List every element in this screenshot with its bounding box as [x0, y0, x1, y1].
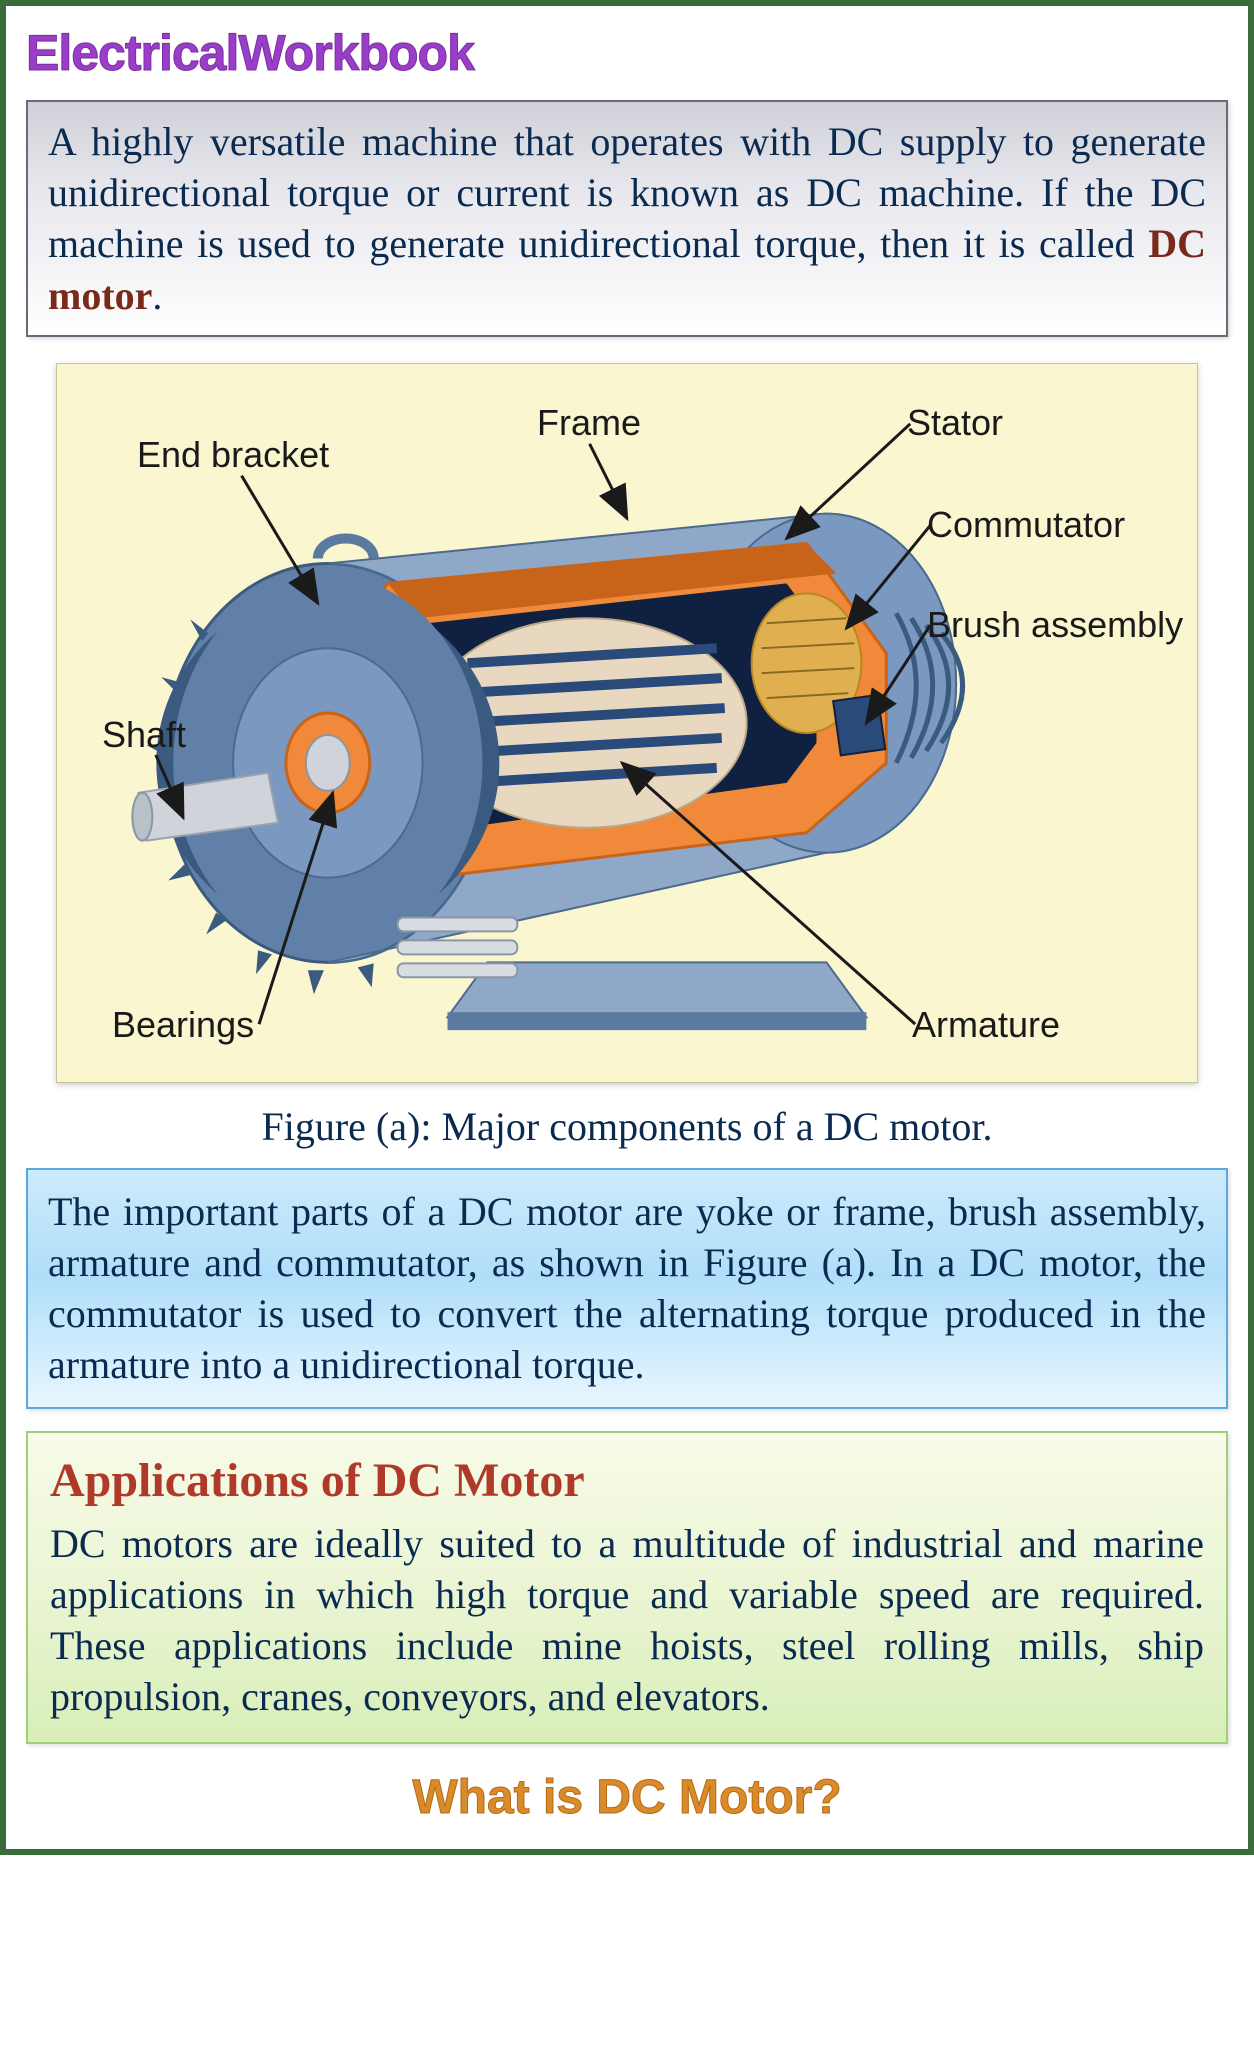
- intro-text-after: .: [152, 273, 162, 318]
- site-title: ElectricalWorkbook: [26, 24, 1228, 82]
- motor-cutaway-diagram: End bracket Frame Stator Commutator Brush as…: [56, 363, 1198, 1083]
- footer-question: What is DC Motor?: [26, 1770, 1228, 1825]
- intro-text-before: A highly versatile machine that operates…: [48, 119, 1206, 266]
- diagram-label: Commutator: [927, 504, 1125, 546]
- diagram-label: Frame: [537, 402, 641, 444]
- applications-heading: Applications of DC Motor: [50, 1453, 1204, 1508]
- diagram-label: Shaft: [102, 714, 186, 756]
- diagram-label: Armature: [912, 1004, 1060, 1046]
- intro-definition-box: A highly versatile machine that operates…: [26, 100, 1228, 337]
- applications-box: Applications of DC Motor DC motors are i…: [26, 1431, 1228, 1745]
- diagram-container: End bracket Frame Stator Commutator Brush as…: [26, 363, 1228, 1083]
- parts-description-box: The important parts of a DC motor are yo…: [26, 1168, 1228, 1409]
- applications-text: DC motors are ideally suited to a multit…: [50, 1518, 1204, 1723]
- diagram-label: Brush assembly: [927, 604, 1183, 646]
- diagram-label: End bracket: [137, 434, 329, 476]
- diagram-label: Bearings: [112, 1004, 254, 1046]
- figure-caption: Figure (a): Major components of a DC mot…: [26, 1103, 1228, 1150]
- diagram-label: Stator: [907, 402, 1003, 444]
- page-container: ElectricalWorkbook A highly versatile ma…: [0, 0, 1254, 1855]
